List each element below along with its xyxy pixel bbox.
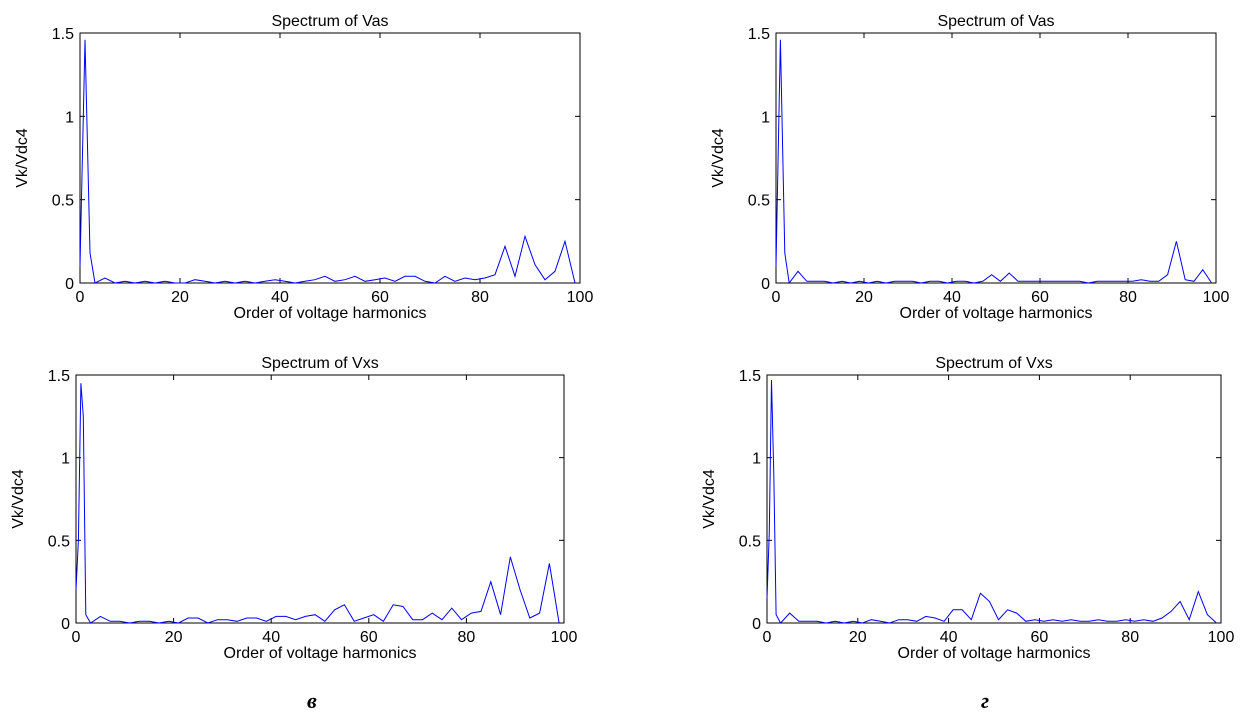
x-tick-label: 20	[171, 289, 189, 306]
x-tick-label: 20	[855, 289, 873, 306]
x-tick-label: 40	[940, 629, 958, 646]
x-tick-label: 0	[76, 289, 85, 306]
y-axis-label: Vk/Vdc4	[14, 128, 31, 188]
x-tick-label: 60	[360, 629, 378, 646]
x-axis-label: Order of voltage harmonics	[224, 645, 417, 662]
y-tick-label: 1	[65, 109, 74, 126]
x-tick-label: 100	[551, 629, 578, 646]
x-tick-label: 40	[943, 289, 961, 306]
x-axis-label: Order of voltage harmonics	[234, 305, 427, 322]
caption-right: г	[981, 688, 990, 713]
y-tick-label: 1.5	[52, 26, 74, 43]
x-tick-label: 60	[1031, 289, 1049, 306]
y-tick-label: 1.5	[748, 26, 770, 43]
x-tick-label: 60	[371, 289, 389, 306]
x-tick-label: 100	[567, 289, 594, 306]
plot-area	[79, 32, 581, 284]
y-tick-label: 0	[752, 616, 761, 633]
chart-panel-3: 0 20 40 60 80 100 0 0.5 1 1.5 Spectrum of Vxs Order…	[10, 355, 577, 662]
y-tick-label: 1	[61, 451, 70, 468]
series-line	[75, 383, 560, 624]
x-tick-label: 40	[271, 289, 289, 306]
y-tick-label: 1	[752, 451, 761, 468]
y-tick-label: 0.5	[48, 533, 70, 550]
x-tick-label: 0	[772, 289, 781, 306]
x-tick-label: 80	[1119, 289, 1137, 306]
x-tick-label: 40	[262, 629, 280, 646]
y-tick-label: 1	[761, 109, 770, 126]
x-tick-label: 80	[1121, 629, 1139, 646]
chart-title: Spectrum of Vas	[937, 13, 1054, 30]
series-line	[79, 39, 576, 284]
y-tick-label: 0	[61, 616, 70, 633]
chart-title: Spectrum of Vas	[271, 13, 388, 30]
y-tick-label: 0.5	[739, 533, 761, 550]
x-tick-label: 100	[1203, 289, 1230, 306]
y-axis-label: Vk/Vdc4	[701, 469, 718, 529]
x-tick-label: 80	[471, 289, 489, 306]
chart-title: Spectrum of Vxs	[261, 355, 378, 372]
series-line	[775, 39, 1213, 285]
y-tick-label: 0.5	[748, 193, 770, 210]
x-tick-label: 80	[458, 629, 476, 646]
x-tick-label: 20	[165, 629, 183, 646]
y-axis-label: Vk/Vdc4	[10, 469, 27, 529]
plot-area	[75, 374, 565, 624]
chart-title: Spectrum of Vxs	[935, 355, 1052, 372]
x-tick-label: 60	[1031, 629, 1049, 646]
x-tick-label: 20	[849, 629, 867, 646]
chart-panel-2: 0 20 40 60 80 100 0 0.5 1 1.5 Spectrum of Vas Order…	[710, 13, 1229, 322]
y-tick-label: 0.5	[52, 193, 74, 210]
caption-left: в	[307, 688, 317, 713]
chart-panel-4: 0 20 40 60 80 100 0 0.5 1 1.5 Spectrum of Vxs Order…	[701, 355, 1234, 662]
x-tick-label: 0	[72, 629, 81, 646]
y-tick-label: 0	[761, 276, 770, 293]
x-tick-label: 100	[1208, 629, 1235, 646]
plot-area	[766, 374, 1222, 624]
series-line	[766, 379, 1217, 624]
x-axis-label: Order of voltage harmonics	[900, 305, 1093, 322]
y-tick-label: 0	[65, 276, 74, 293]
plot-area	[775, 32, 1217, 284]
y-tick-label: 1.5	[48, 368, 70, 385]
x-axis-label: Order of voltage harmonics	[898, 645, 1091, 662]
y-tick-label: 1.5	[739, 368, 761, 385]
x-tick-label: 0	[763, 629, 772, 646]
y-axis-label: Vk/Vdc4	[710, 128, 727, 188]
chart-panel-1: 0 20 40 60 80 100 0 0.5 1 1.5 Spectrum of Vas Order…	[14, 13, 593, 322]
